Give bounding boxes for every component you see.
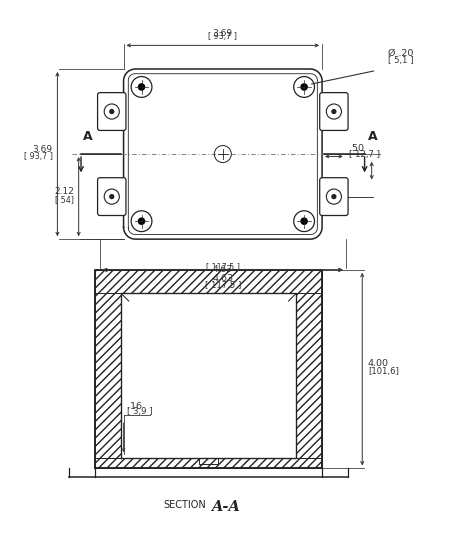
Text: A-A: A-A — [211, 500, 240, 514]
Text: Ø .20: Ø .20 — [388, 49, 414, 58]
Text: [ 117,5 ]: [ 117,5 ] — [205, 281, 241, 290]
Bar — [95, 458, 322, 468]
Circle shape — [331, 194, 337, 199]
Circle shape — [301, 83, 308, 91]
Text: 3.69: 3.69 — [213, 29, 233, 39]
Text: [ 93,7 ]: [ 93,7 ] — [208, 33, 237, 42]
Text: [ 54]: [ 54] — [55, 195, 74, 204]
Text: 4.63: 4.63 — [212, 273, 233, 282]
Text: 2.12: 2.12 — [54, 187, 74, 196]
FancyBboxPatch shape — [98, 178, 126, 216]
Text: 4.00: 4.00 — [368, 359, 389, 368]
Text: [ 12,7 ]: [ 12,7 ] — [349, 150, 381, 159]
FancyBboxPatch shape — [319, 178, 348, 216]
Text: SECTION: SECTION — [164, 500, 206, 509]
Text: .16: .16 — [128, 402, 142, 411]
Text: [101,6]: [101,6] — [368, 366, 399, 376]
Circle shape — [109, 194, 114, 199]
Bar — [95, 270, 322, 294]
Bar — [296, 270, 322, 468]
Text: 4.63: 4.63 — [213, 265, 233, 273]
FancyBboxPatch shape — [98, 93, 126, 131]
Circle shape — [331, 109, 337, 114]
Circle shape — [301, 217, 308, 225]
Text: A: A — [83, 129, 93, 143]
Text: 3.69: 3.69 — [33, 145, 53, 154]
FancyBboxPatch shape — [319, 93, 348, 131]
Text: [ 5,1 ]: [ 5,1 ] — [388, 56, 414, 65]
Bar — [95, 270, 121, 468]
Text: [ 93,7 ]: [ 93,7 ] — [24, 152, 53, 162]
Text: [ 3,9 ]: [ 3,9 ] — [128, 407, 153, 416]
Text: [ 117,5 ]: [ 117,5 ] — [206, 263, 240, 272]
Text: .50: .50 — [349, 144, 365, 152]
Text: A: A — [368, 129, 378, 143]
Circle shape — [138, 217, 146, 225]
Circle shape — [138, 83, 146, 91]
Circle shape — [109, 109, 114, 114]
